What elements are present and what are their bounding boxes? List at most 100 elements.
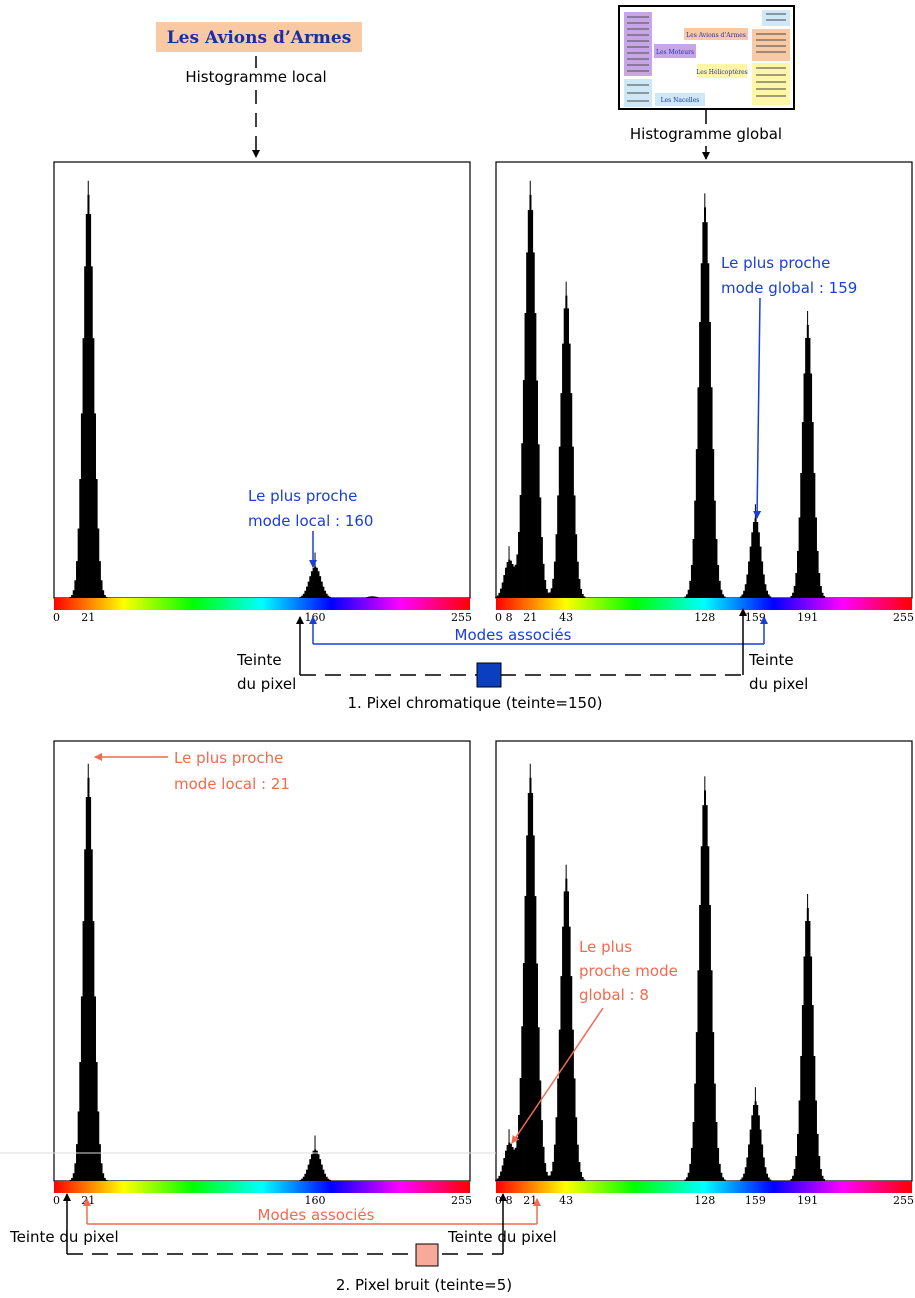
histogram-bar	[84, 266, 87, 598]
histogram-bar	[793, 586, 796, 598]
histogram-bar	[504, 567, 507, 598]
histogram-bar	[700, 846, 703, 1181]
histogram-bar	[743, 590, 746, 598]
histogram-bar	[769, 596, 772, 598]
histogram-bar	[511, 563, 514, 598]
histogram-bar	[526, 252, 529, 598]
histogram-bar	[690, 1147, 693, 1181]
histogram-bar	[821, 1175, 824, 1181]
global-histogram-label: Histogramme global	[630, 125, 782, 143]
histogram-bar	[374, 596, 377, 598]
p2-local-annotation: Le plus proche	[174, 749, 283, 767]
histogram-bar	[813, 473, 816, 598]
p2-global-annotation: global : 8	[579, 986, 649, 1004]
global-thumbnail: Les Avions d’Armes Les Moteurs Les Hélic…	[618, 5, 795, 110]
histogram-bar	[322, 586, 325, 598]
tick-label: 0	[53, 611, 60, 624]
histogram-bar	[808, 338, 811, 598]
histogram-bar	[699, 321, 702, 598]
histogram-bar	[752, 1105, 755, 1181]
histogram-bar	[325, 1176, 328, 1181]
histogram-bar	[811, 1005, 814, 1181]
histogram-bar	[501, 582, 504, 598]
histogram-bar	[102, 1173, 105, 1181]
histogram-bar	[540, 1120, 543, 1181]
histogram-bar	[710, 387, 713, 598]
histogram-bar	[823, 595, 826, 598]
histogram-bar	[506, 1145, 509, 1181]
title-box	[156, 22, 362, 52]
histogram-bar	[764, 584, 767, 598]
histogram-bar	[366, 596, 369, 598]
histogram-bar	[818, 1156, 821, 1181]
histogram-bar	[720, 1172, 723, 1181]
histogram-bar	[810, 373, 813, 598]
histogram-bar	[539, 497, 542, 598]
histogram-bar	[810, 956, 813, 1181]
histogram-bar	[689, 580, 692, 598]
histogram-bar	[746, 1157, 749, 1181]
histogram-bar	[692, 539, 695, 598]
histogram-bar	[93, 996, 96, 1181]
histogram-bar	[98, 1144, 101, 1181]
histogram-bar	[715, 539, 718, 598]
histogram-bar	[319, 1159, 322, 1181]
thumbnail-item: Les Nacelles	[661, 97, 700, 104]
histogram-bar	[566, 308, 569, 598]
histogram-bar	[93, 413, 96, 598]
histogram-bar	[89, 214, 92, 598]
histogram-bar	[795, 573, 798, 598]
histogram-bar	[514, 1147, 517, 1181]
histogram-bar	[524, 895, 527, 1181]
p1-local-hue-bar	[54, 598, 470, 610]
histogram-bar	[535, 963, 538, 1181]
tick-label: 0	[495, 611, 502, 624]
histogram-bar	[749, 1129, 752, 1181]
histogram-bar	[500, 1171, 503, 1181]
histogram-bar	[580, 588, 583, 598]
histogram-bar	[819, 1169, 822, 1181]
histogram-bar	[805, 921, 808, 1181]
p1-pixel-swatch	[476, 662, 502, 688]
histogram-bar	[368, 596, 371, 598]
thumbnail-item: Les Hélicoptères	[696, 69, 747, 76]
histogram-bar	[739, 596, 742, 598]
tick-label: 21	[523, 611, 537, 624]
histogram-bar	[74, 580, 77, 598]
histogram-bar	[571, 446, 574, 598]
tick-label: 21	[81, 1194, 95, 1207]
histogram-bar	[756, 522, 759, 598]
histogram-bar	[718, 580, 721, 598]
histogram-bar	[80, 996, 83, 1181]
histogram-bar	[69, 596, 72, 598]
histogram-bar	[552, 578, 555, 598]
p1-global-annotation-arrow	[753, 297, 762, 519]
histogram-bar	[89, 797, 92, 1181]
histogram-bar	[570, 393, 573, 598]
histogram-bar	[557, 495, 560, 598]
p1-global-annotation: Le plus proche	[721, 254, 830, 272]
histogram-bar	[687, 589, 690, 598]
histogram-bar	[317, 571, 320, 598]
histogram-bar	[801, 1005, 804, 1181]
histogram-bar	[95, 479, 98, 598]
histogram-bar	[537, 444, 540, 598]
histogram-bar	[759, 546, 762, 598]
histogram-bar	[527, 210, 530, 599]
histogram-bar	[516, 1137, 519, 1181]
histogram-bar	[575, 534, 578, 598]
tick-label: 21	[523, 1194, 537, 1207]
histogram-bar	[707, 846, 710, 1181]
histogram-bar	[307, 581, 310, 598]
histogram-bar	[795, 1156, 798, 1181]
histogram-bar	[540, 537, 543, 598]
p1-teinte-right: du pixel	[749, 675, 808, 693]
p2-global-histogram: 0 8 21 43 128 159 191 255	[495, 740, 914, 1207]
p2-pixel-swatch	[415, 1243, 439, 1267]
histogram-bar	[800, 1056, 803, 1181]
histogram-bar	[744, 584, 747, 598]
thumbnail-item: Les Avions d’Armes	[686, 32, 746, 39]
histogram-bar	[766, 1173, 769, 1181]
tick-label: 8	[506, 1194, 513, 1207]
histogram-bar	[84, 849, 87, 1181]
